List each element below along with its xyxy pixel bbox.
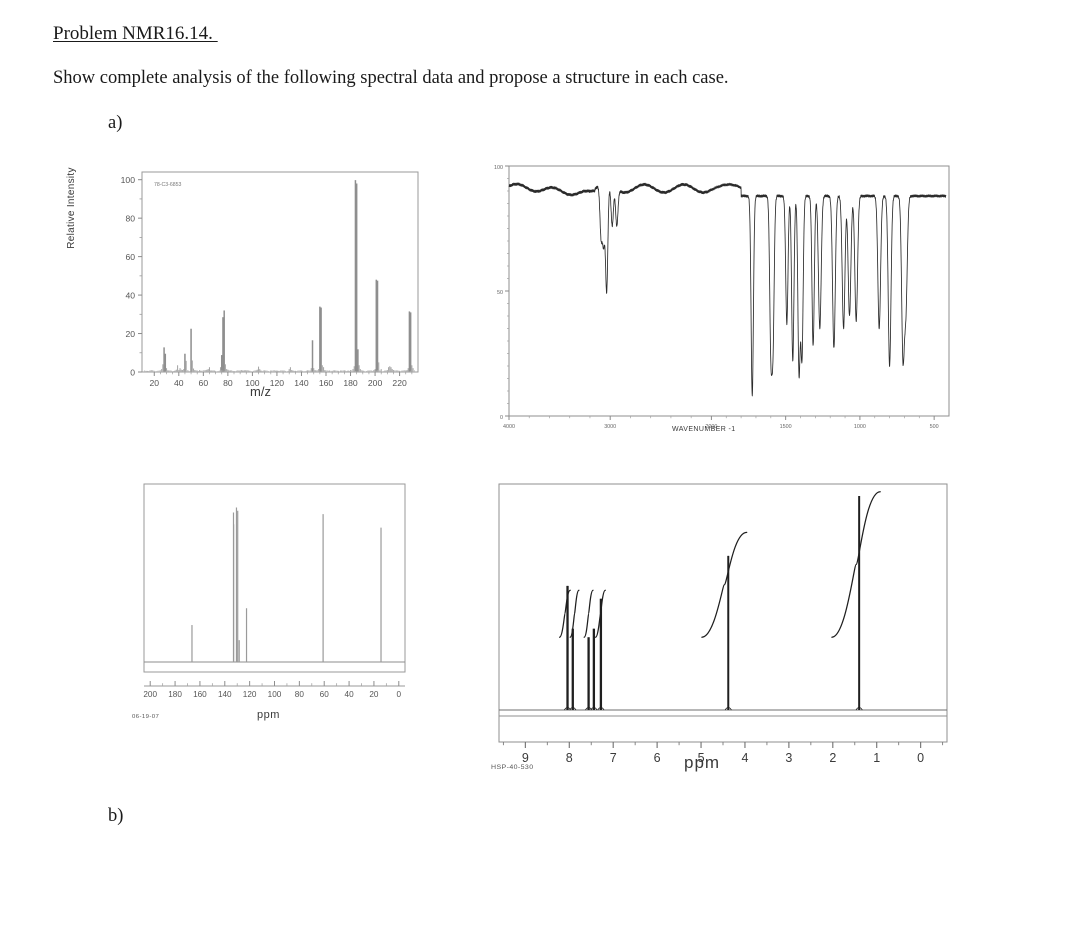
page-title: Problem NMR16.14. (53, 23, 218, 44)
svg-text:100: 100 (245, 378, 260, 388)
svg-text:9: 9 (522, 751, 529, 765)
part-b-label: b) (108, 806, 124, 826)
svg-text:120: 120 (270, 378, 285, 388)
svg-text:1000: 1000 (854, 424, 866, 430)
svg-text:40: 40 (345, 690, 355, 699)
instruction-text: Show complete analysis of the following … (53, 68, 729, 88)
c13-sample-code: 06-19-07 (132, 714, 160, 720)
svg-text:80: 80 (223, 378, 233, 388)
svg-text:160: 160 (193, 690, 207, 699)
ms-plot: 0 20 40 60 80 100 20 40 60 80 100 120 140 160 180 200 22… (121, 171, 419, 388)
h1-sample-code: HSP-40-530 (491, 764, 534, 771)
svg-text:100: 100 (121, 175, 136, 185)
svg-text:120: 120 (243, 690, 257, 699)
svg-text:50: 50 (497, 290, 503, 296)
svg-text:500: 500 (930, 424, 939, 430)
svg-text:60: 60 (125, 252, 135, 262)
h1-nmr-figure: ppm HSP-40-530 9 8 7 6 5 4 3 2 1 0 (489, 476, 959, 781)
svg-text:1500: 1500 (780, 424, 792, 430)
ir-x-axis-label: WAVENUMBER -1 (672, 426, 736, 433)
svg-text:0: 0 (397, 690, 402, 699)
svg-text:80: 80 (295, 690, 305, 699)
svg-text:4: 4 (741, 751, 748, 765)
c13-plot: 200 180 160 140 120 100 80 60 40 20 0 (143, 483, 406, 699)
svg-text:7: 7 (610, 751, 617, 765)
svg-text:0: 0 (917, 751, 924, 765)
svg-text:3000: 3000 (604, 424, 616, 430)
svg-text:100: 100 (494, 165, 503, 171)
svg-text:20: 20 (369, 690, 379, 699)
svg-text:80: 80 (125, 214, 135, 224)
svg-text:200: 200 (143, 690, 157, 699)
ir-spectrum-figure: WAVENUMBER -1 0 50 100 4000 3000 2000 1500 1000… (487, 158, 963, 443)
svg-text:2: 2 (829, 751, 836, 765)
h1-x-axis-label: ppm (684, 753, 721, 772)
svg-text:20: 20 (149, 378, 159, 388)
svg-text:0: 0 (130, 367, 135, 377)
svg-text:160: 160 (319, 378, 334, 388)
svg-text:5: 5 (698, 751, 705, 765)
svg-text:140: 140 (218, 690, 232, 699)
ms-x-axis-label: m/z (250, 384, 271, 399)
c13-nmr-figure: ppm 06-19-07 200 180 160 140 120 100 80 60 40 20 0 (132, 476, 417, 731)
svg-text:20: 20 (125, 329, 135, 339)
svg-text:180: 180 (168, 690, 182, 699)
ir-plot: 0 50 100 4000 3000 2000 1500 1000 500 (494, 165, 950, 430)
svg-text:180: 180 (343, 378, 358, 388)
svg-text:6: 6 (654, 751, 661, 765)
svg-text:3: 3 (785, 751, 792, 765)
svg-text:40: 40 (125, 290, 135, 300)
ms-y-axis-label: Relative Intensity (66, 167, 77, 249)
svg-text:0: 0 (500, 415, 503, 421)
svg-text:60: 60 (199, 378, 209, 388)
svg-text:100: 100 (268, 690, 282, 699)
svg-text:2000: 2000 (705, 424, 717, 430)
svg-text:60: 60 (320, 690, 330, 699)
h1-plot: 9 8 7 6 5 4 3 2 1 0 (498, 483, 948, 765)
part-a-label: a) (108, 113, 123, 133)
svg-text:8: 8 (566, 751, 573, 765)
svg-text:78-C3-6853: 78-C3-6853 (154, 182, 182, 188)
svg-text:200: 200 (368, 378, 383, 388)
svg-text:4000: 4000 (503, 424, 515, 430)
svg-text:220: 220 (392, 378, 407, 388)
mass-spectrum-figure: Relative Intensity m/z 0 20 40 60 80 100 20 40 6… (66, 160, 430, 410)
svg-text:40: 40 (174, 378, 184, 388)
svg-text:140: 140 (294, 378, 309, 388)
c13-x-axis-label: ppm (257, 709, 280, 721)
svg-text:1: 1 (873, 751, 880, 765)
